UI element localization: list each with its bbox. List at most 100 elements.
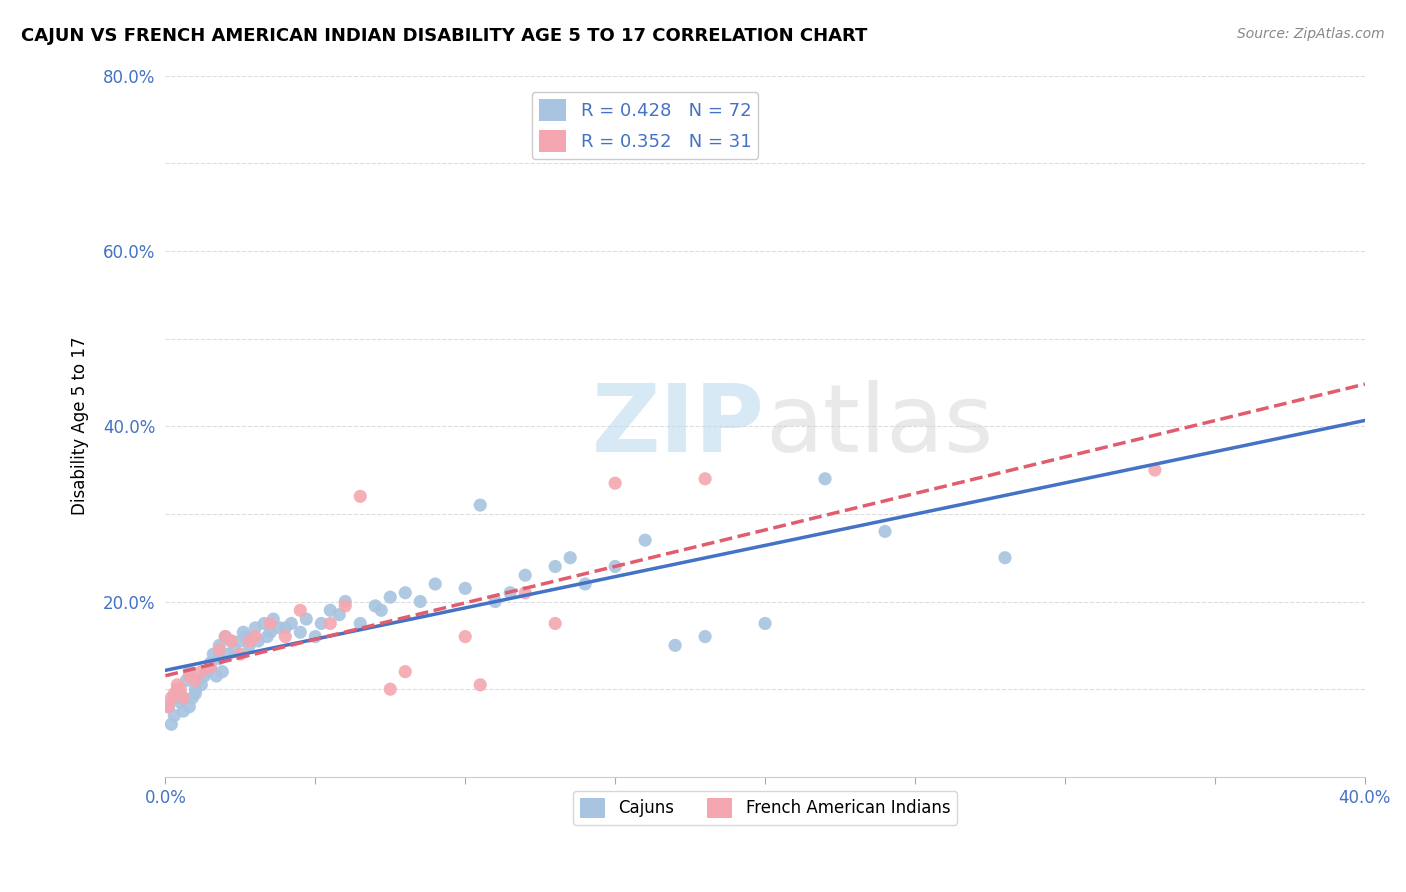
- Point: [693, 630, 716, 644]
- Point: [454, 630, 477, 644]
- Point: [454, 582, 477, 596]
- Point: [169, 695, 191, 709]
- Point: [380, 682, 402, 697]
- Point: [693, 472, 716, 486]
- Point: [515, 568, 537, 582]
- Point: [470, 678, 492, 692]
- Point: [190, 665, 212, 679]
- Point: [515, 586, 537, 600]
- Point: [214, 630, 236, 644]
- Point: [166, 682, 188, 697]
- Point: [370, 603, 392, 617]
- Point: [157, 699, 180, 714]
- Point: [200, 660, 222, 674]
- Point: [160, 717, 183, 731]
- Point: [295, 612, 318, 626]
- Point: [224, 642, 246, 657]
- Point: [184, 687, 207, 701]
- Text: ZIP: ZIP: [592, 380, 765, 472]
- Point: [238, 639, 260, 653]
- Point: [195, 665, 218, 679]
- Point: [1143, 463, 1166, 477]
- Point: [754, 616, 776, 631]
- Point: [605, 476, 627, 491]
- Point: [163, 708, 186, 723]
- Point: [193, 669, 215, 683]
- Point: [290, 603, 312, 617]
- Point: [304, 630, 326, 644]
- Point: [217, 647, 239, 661]
- Point: [208, 642, 231, 657]
- Point: [259, 616, 281, 631]
- Text: CAJUN VS FRENCH AMERICAN INDIAN DISABILITY AGE 5 TO 17 CORRELATION CHART: CAJUN VS FRENCH AMERICAN INDIAN DISABILI…: [21, 27, 868, 45]
- Point: [335, 594, 357, 608]
- Point: [172, 690, 194, 705]
- Point: [179, 665, 201, 679]
- Point: [184, 673, 207, 688]
- Point: [634, 533, 657, 548]
- Point: [208, 651, 231, 665]
- Point: [328, 607, 350, 622]
- Point: [814, 472, 837, 486]
- Point: [157, 699, 180, 714]
- Point: [187, 673, 209, 688]
- Point: [247, 634, 270, 648]
- Point: [245, 621, 267, 635]
- Point: [205, 669, 228, 683]
- Point: [172, 704, 194, 718]
- Point: [319, 603, 342, 617]
- Point: [221, 634, 243, 648]
- Point: [163, 687, 186, 701]
- Point: [349, 616, 371, 631]
- Point: [484, 594, 506, 608]
- Point: [163, 690, 186, 705]
- Point: [380, 590, 402, 604]
- Point: [394, 586, 416, 600]
- Point: [269, 621, 291, 635]
- Point: [574, 577, 596, 591]
- Point: [184, 682, 207, 697]
- Text: atlas: atlas: [765, 380, 993, 472]
- Point: [229, 634, 252, 648]
- Point: [221, 634, 243, 648]
- Point: [232, 625, 254, 640]
- Point: [166, 678, 188, 692]
- Text: Source: ZipAtlas.com: Source: ZipAtlas.com: [1237, 27, 1385, 41]
- Point: [256, 630, 278, 644]
- Point: [280, 616, 302, 631]
- Point: [200, 656, 222, 670]
- Point: [179, 669, 201, 683]
- Point: [214, 630, 236, 644]
- Point: [190, 678, 212, 692]
- Point: [253, 616, 276, 631]
- Point: [274, 621, 297, 635]
- Point: [202, 647, 225, 661]
- Point: [229, 647, 252, 661]
- Point: [349, 489, 371, 503]
- Legend: Cajuns, French American Indians: Cajuns, French American Indians: [574, 791, 957, 824]
- Point: [181, 690, 204, 705]
- Point: [176, 673, 198, 688]
- Point: [544, 559, 567, 574]
- Point: [544, 616, 567, 631]
- Point: [169, 682, 191, 697]
- Point: [425, 577, 447, 591]
- Y-axis label: Disability Age 5 to 17: Disability Age 5 to 17: [72, 337, 89, 516]
- Point: [335, 599, 357, 613]
- Point: [605, 559, 627, 574]
- Point: [259, 625, 281, 640]
- Point: [160, 690, 183, 705]
- Point: [211, 665, 233, 679]
- Point: [290, 625, 312, 640]
- Point: [364, 599, 387, 613]
- Point: [311, 616, 333, 631]
- Point: [262, 612, 284, 626]
- Point: [235, 630, 257, 644]
- Point: [560, 550, 582, 565]
- Point: [274, 630, 297, 644]
- Point: [873, 524, 896, 539]
- Point: [394, 665, 416, 679]
- Point: [499, 586, 522, 600]
- Point: [664, 639, 686, 653]
- Point: [409, 594, 432, 608]
